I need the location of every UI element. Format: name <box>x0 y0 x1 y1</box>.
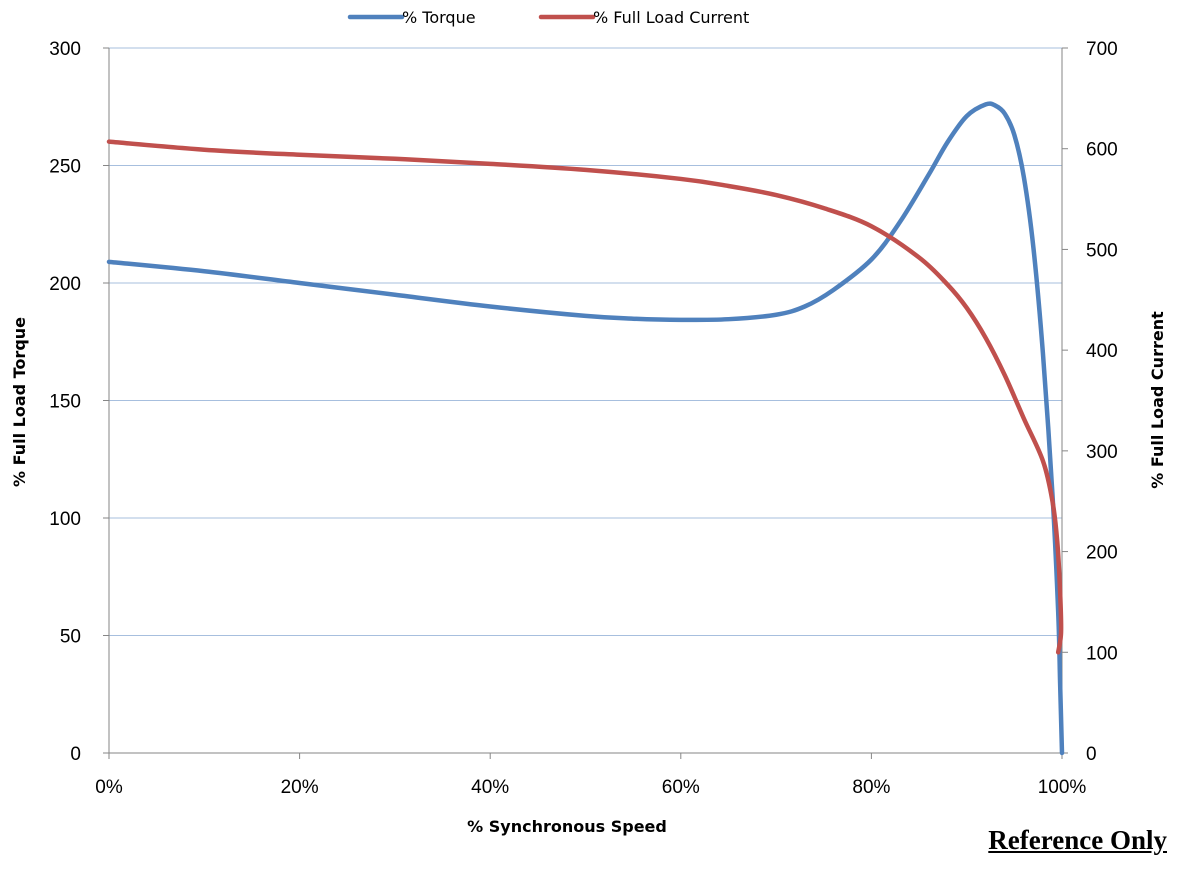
gridlines <box>109 47 1062 636</box>
y-axis-right-title: % Full Load Current <box>1148 311 1167 489</box>
y-right-tick-label: 300 <box>1086 442 1118 463</box>
y-left-tick-label: 100 <box>49 509 81 530</box>
tick-labels: 0 50 100 150 200 250 300 0 100 200 300 400 500 600 700… <box>49 39 1117 798</box>
y-axis-left-title: % Full Load Torque <box>10 317 29 487</box>
y-left-tick-label: 150 <box>49 392 81 413</box>
legend-label: % Torque <box>402 8 476 27</box>
y-right-tick-label: 700 <box>1086 39 1118 60</box>
series-line-torque <box>106 101 1065 756</box>
legend-label: % Full Load Current <box>593 8 749 27</box>
y-right-tick-label: 400 <box>1086 341 1118 362</box>
series-lines <box>106 101 1065 756</box>
x-tick-label: 40% <box>471 777 509 798</box>
y-left-tick-label: 200 <box>49 274 81 295</box>
x-tick-label: 80% <box>852 777 890 798</box>
y-right-tick-label: 500 <box>1086 240 1118 261</box>
y-left-tick-label: 250 <box>49 157 81 178</box>
y-right-tick-label: 100 <box>1086 643 1118 664</box>
axes <box>103 47 1068 759</box>
x-tick-label: 60% <box>662 777 700 798</box>
y-left-tick-label: 300 <box>49 39 81 60</box>
reference-only-note: Reference Only <box>988 825 1167 855</box>
x-tick-label: 0% <box>95 777 123 798</box>
x-tick-label: 20% <box>281 777 319 798</box>
y-right-tick-label: 600 <box>1086 140 1118 161</box>
x-tick-label: 100% <box>1038 777 1087 798</box>
y-left-tick-label: 0 <box>70 744 81 765</box>
legend: % Torque % Full Load Current <box>347 8 749 27</box>
y-left-tick-label: 50 <box>60 627 81 648</box>
y-right-tick-label: 0 <box>1086 744 1097 765</box>
x-axis-title: % Synchronous Speed <box>467 817 667 836</box>
series-line-current <box>106 139 1064 655</box>
y-right-tick-label: 200 <box>1086 543 1118 564</box>
